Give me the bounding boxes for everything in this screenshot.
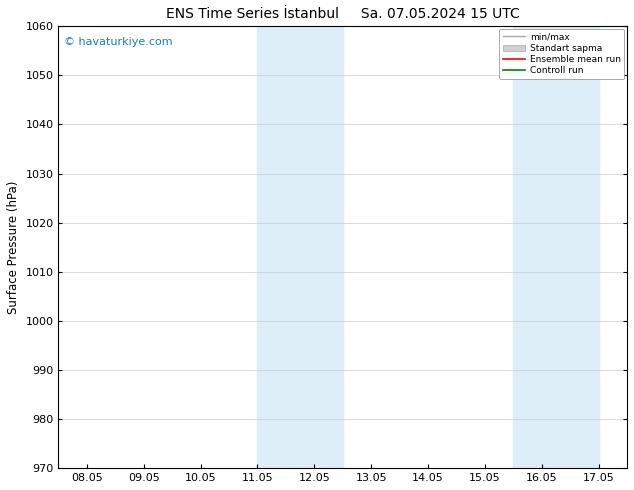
Bar [257,26,343,468]
Legend: min/max, Standart sapma, Ensemble mean run, Controll run: min/max, Standart sapma, Ensemble mean r… [499,29,624,79]
Bar [514,26,598,468]
Y-axis label: Surface Pressure (hPa): Surface Pressure (hPa) [7,180,20,314]
Title: ENS Time Series İstanbul     Sa. 07.05.2024 15 UTC: ENS Time Series İstanbul Sa. 07.05.2024 … [166,7,520,21]
Text: © havaturkiye.com: © havaturkiye.com [64,37,173,48]
